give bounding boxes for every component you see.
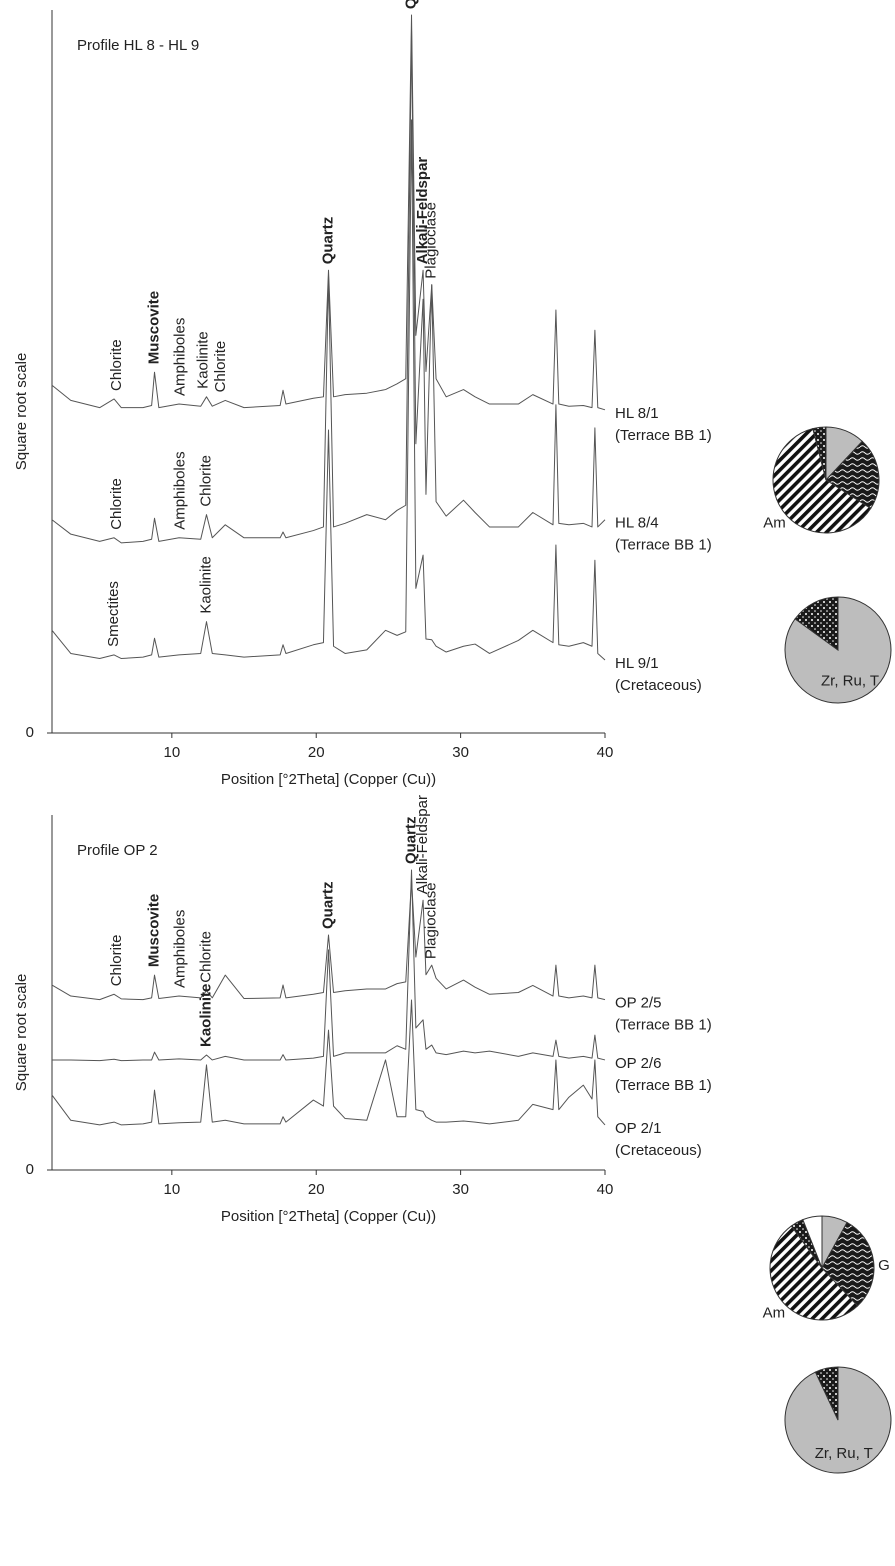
chart-title: Profile HL 8 - HL 9 <box>77 37 199 54</box>
peak-label: Alkali-Feldspar <box>414 157 431 265</box>
peak-label: Amphiboles <box>171 451 188 529</box>
peak-label: Quartz <box>402 817 419 865</box>
peak-label: Plagioclase <box>423 882 440 959</box>
x-tick-label: 20 <box>308 1181 325 1198</box>
peak-label: Muscovite <box>145 894 162 967</box>
peak-label: Chlorite <box>197 931 214 983</box>
series-name: HL 9/1 <box>615 655 659 672</box>
peak-label: Amphiboles <box>171 910 188 988</box>
diffractogram-line <box>51 14 606 411</box>
peak-label: Chlorite <box>108 935 125 987</box>
diffractogram-line <box>51 119 606 661</box>
peak-label: Muscovite <box>145 291 162 364</box>
peak-label: Kaolinite <box>197 556 214 614</box>
peak-label: Kaolinite <box>197 984 214 1047</box>
diffractogram-line <box>51 29 606 544</box>
x-tick-label: 30 <box>452 744 469 761</box>
series-period: (Cretaceous) <box>615 677 702 694</box>
x-tick-label: 20 <box>308 744 325 761</box>
peak-label: Kaolinite <box>195 331 212 389</box>
diffractogram-line <box>52 869 606 1062</box>
pie-label: Zr, Ru, T <box>815 1445 873 1462</box>
x-axis-label: Position [°2Theta] (Copper (Cu)) <box>221 1208 436 1225</box>
y-axis-label: Square root scale <box>13 353 30 471</box>
peak-label: Amphiboles <box>171 318 188 396</box>
pie-label: Am <box>763 514 786 531</box>
pie-label: Am <box>763 1305 786 1322</box>
pie-slice <box>794 596 839 651</box>
chart-title: Profile OP 2 <box>77 842 158 859</box>
pie-slice <box>812 426 827 481</box>
series-period: (Terrace BB 1) <box>615 1017 712 1034</box>
peak-label: Chlorite <box>108 339 125 391</box>
series-period: (Terrace BB 1) <box>615 1077 712 1094</box>
series-period: (Terrace BB 1) <box>615 427 712 444</box>
y-tick-label: 0 <box>26 724 34 741</box>
x-tick-label: 30 <box>452 1181 469 1198</box>
peak-label: Smectites <box>105 581 122 647</box>
series-name: OP 2/6 <box>615 1055 661 1072</box>
x-tick-label: 40 <box>597 1181 614 1198</box>
peak-label: Quartz <box>402 0 419 9</box>
peak-label: Quartz <box>319 217 336 265</box>
peak-label: Alkali-Feldspar <box>414 795 431 894</box>
peak-label: Quartz <box>319 881 336 929</box>
pie-slice <box>802 1215 823 1269</box>
diffractogram-line <box>51 999 606 1126</box>
pie-slice <box>769 1225 859 1321</box>
pie-slice <box>814 1366 839 1421</box>
y-tick-label: 0 <box>26 1161 34 1178</box>
series-period: (Terrace BB 1) <box>615 537 712 554</box>
series-name: OP 2/1 <box>615 1120 661 1137</box>
peak-label: Chlorite <box>197 455 214 507</box>
diffractogram-line <box>51 879 606 1001</box>
x-tick-label: 10 <box>163 744 180 761</box>
pie-label: Zr, Ru, T <box>821 673 879 690</box>
pie-slice <box>825 440 880 510</box>
y-axis-label: Square root scale <box>13 974 30 1092</box>
x-axis-label: Position [°2Theta] (Copper (Cu)) <box>221 771 436 788</box>
peak-label: Chlorite <box>108 478 125 530</box>
series-name: HL 8/4 <box>615 515 659 532</box>
series-period: (Cretaceous) <box>615 1142 702 1159</box>
x-tick-label: 10 <box>163 1181 180 1198</box>
series-name: HL 8/1 <box>615 405 659 422</box>
pie-label: G <box>878 1257 890 1274</box>
series-name: OP 2/5 <box>615 995 661 1012</box>
pie-slice <box>772 428 872 534</box>
x-tick-label: 40 <box>597 744 614 761</box>
peak-label: Plagioclase <box>423 202 440 279</box>
pie-slice <box>821 1221 875 1307</box>
peak-label: Chlorite <box>212 341 229 393</box>
